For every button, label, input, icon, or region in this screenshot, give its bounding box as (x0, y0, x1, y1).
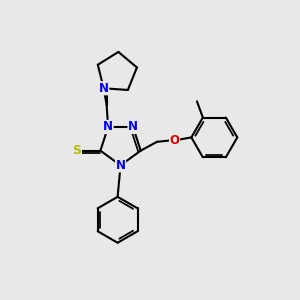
Text: N: N (99, 82, 109, 95)
Text: O: O (169, 134, 180, 147)
Text: S: S (72, 144, 81, 157)
Text: N: N (116, 159, 126, 172)
Text: N: N (128, 121, 138, 134)
Text: N: N (103, 121, 113, 134)
